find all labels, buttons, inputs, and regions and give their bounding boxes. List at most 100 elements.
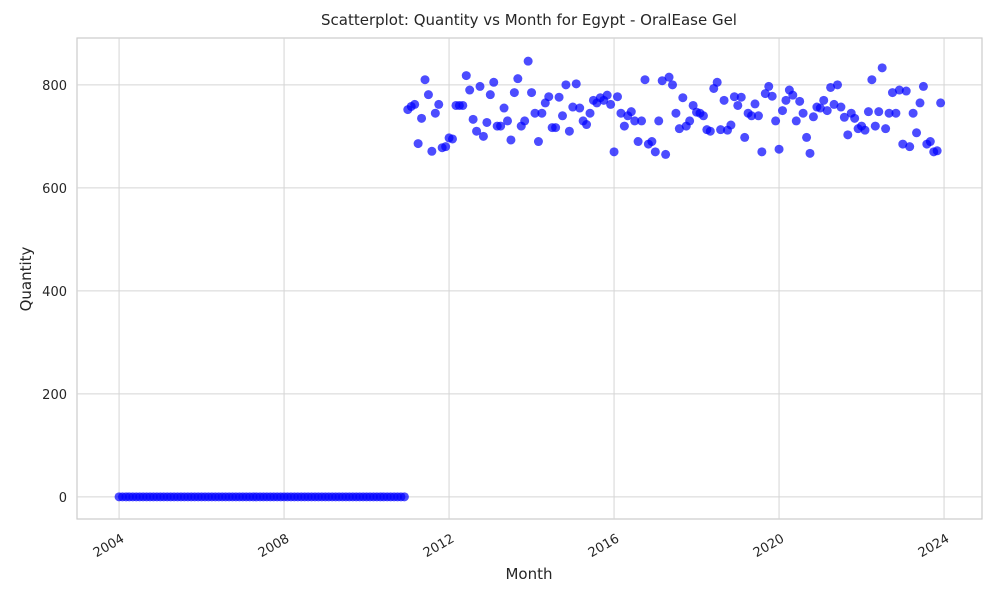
data-point [585,108,595,118]
plot-frame [76,37,983,520]
data-point [757,147,767,157]
data-point [685,116,695,126]
data-point [881,124,891,134]
data-point [430,108,440,118]
data-point [678,93,688,103]
data-point [468,114,478,124]
data-point [575,103,585,113]
data-point [791,116,801,126]
data-point [633,137,643,147]
data-point [427,146,437,156]
data-point [661,149,671,159]
x-axis-label: Month [505,565,552,583]
data-point [733,100,743,110]
data-point [905,142,915,152]
data-point [568,102,578,112]
data-point [719,95,729,105]
data-point [447,134,457,144]
data-point [654,116,664,126]
data-point [657,76,667,86]
data-point [698,111,708,121]
data-point [771,116,781,126]
data-point [915,98,925,108]
data-point [503,116,513,126]
x-tick-label: 2020 [751,531,787,561]
data-point [918,81,928,91]
y-tick-label: 0 [59,491,67,506]
data-point [478,131,488,141]
data-point [602,90,612,100]
data-point [637,116,647,126]
data-point [626,107,636,117]
data-point [647,137,657,147]
data-point [795,96,805,106]
data-point [877,63,887,73]
data-point [509,88,519,98]
data-point [740,132,750,142]
data-point [836,102,846,112]
y-axis-label: Quantity [17,246,35,311]
x-tick-label: 2024 [916,531,952,561]
data-point [616,108,626,118]
data-point [423,90,433,100]
data-point [482,117,492,127]
data-point [664,72,674,82]
data-point [475,81,485,91]
data-point [716,125,726,135]
data-point [894,85,904,95]
data-point [582,120,592,130]
data-point [884,108,894,118]
data-point [860,125,870,135]
data-point [833,80,843,90]
data-point [932,146,942,156]
data-point [413,139,423,149]
data-point [557,111,567,121]
data-point [753,111,763,121]
data-point [863,107,873,117]
data-point [506,135,516,145]
data-point [819,95,829,105]
x-tick-label: 2012 [421,531,457,561]
data-point [523,56,533,66]
data-point [767,91,777,101]
data-point [489,77,499,87]
data-point [465,85,475,95]
data-point [410,99,420,109]
data-point [650,147,660,157]
data-point [527,88,537,98]
data-point [850,113,860,123]
data-point [561,80,571,90]
data-point [612,92,622,102]
data-point [705,126,715,136]
data-point [908,108,918,118]
data-point [760,89,770,99]
data-point [674,124,684,134]
data-point [887,88,897,98]
data-point [736,92,746,102]
data-point [777,106,787,116]
data-point [788,90,798,100]
data-point [774,144,784,154]
data-point [729,92,739,102]
data-point [747,111,757,121]
data-point [901,86,911,96]
data-point [815,103,825,113]
data-point [496,121,506,131]
data-point [571,79,581,89]
data-point [458,100,468,110]
data-point [843,130,853,140]
data-point [781,95,791,105]
data-point [417,113,427,123]
data-point [399,492,409,502]
data-point [420,75,430,85]
data-point [874,107,884,117]
data-point [564,126,574,136]
data-point [798,108,808,118]
data-point [870,121,880,131]
x-tick-label: 2016 [586,531,622,561]
data-point [606,99,616,109]
data-point [688,100,698,110]
x-tick-label: 2008 [256,531,292,561]
data-point [609,147,619,157]
data-point [530,108,540,118]
